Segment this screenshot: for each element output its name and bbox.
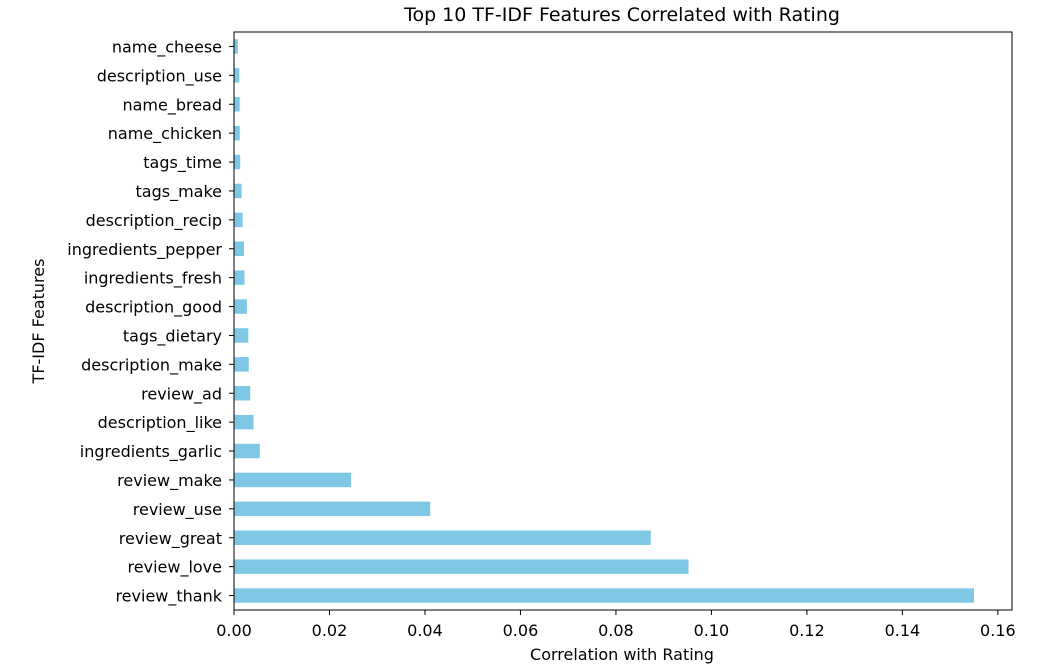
bar-review_use: [234, 501, 431, 517]
y-tick-label: ingredients_garlic: [80, 442, 222, 462]
y-tick-label: ingredients_fresh: [84, 269, 222, 289]
x-tick-label: 0.14: [885, 621, 921, 640]
bar-review_love: [234, 559, 689, 574]
bar-description_like: [234, 414, 254, 430]
bar-name_chicken: [234, 125, 240, 141]
bar-ingredients_pepper: [234, 241, 245, 256]
bar-name_cheese: [234, 39, 238, 54]
y-tick-label: description_make: [81, 355, 222, 375]
bar-review_make: [234, 472, 351, 488]
y-tick-label: ingredients_pepper: [67, 240, 222, 260]
bar-review_great: [234, 530, 651, 545]
bar-tags_make: [234, 183, 242, 199]
y-tick-label: name_cheese: [112, 37, 222, 57]
y-axis-label: TF-IDF Features: [29, 259, 48, 385]
y-tick-label: review_thank: [115, 587, 222, 607]
chart-title: Top 10 TF-IDF Features Correlated with R…: [403, 4, 840, 26]
x-tick-label: 0.00: [216, 621, 252, 640]
y-tick-label: review_use: [133, 500, 222, 520]
bar-description_make: [234, 357, 249, 372]
y-tick-label: description_like: [98, 413, 222, 433]
bar-ingredients_fresh: [234, 270, 245, 285]
x-tick-label: 0.02: [312, 621, 348, 640]
bar-tags_time: [234, 154, 241, 170]
x-tick-label: 0.16: [980, 621, 1016, 640]
x-tick-label: 0.04: [407, 621, 443, 640]
y-tick-label: tags_time: [143, 153, 222, 173]
y-tick-label: tags_dietary: [123, 326, 222, 346]
bar-tags_dietary: [234, 328, 249, 343]
y-tick-label: review_make: [117, 471, 222, 491]
x-axis: 0.00 0.02 0.04 0.06 0.08 0.10 0.12 0.14 0.16: [216, 610, 1016, 640]
bar-description_recip: [234, 212, 243, 228]
y-axis: review_thank review_love review_great revie…: [67, 37, 234, 607]
y-tick-label: review_great: [119, 529, 222, 549]
x-tick-label: 0.08: [598, 621, 634, 640]
x-tick-label: 0.10: [694, 621, 730, 640]
bar-ingredients_garlic: [234, 443, 260, 459]
y-tick-label: name_chicken: [108, 124, 222, 144]
bars-group: [234, 39, 974, 603]
y-tick-label: name_bread: [122, 95, 222, 115]
y-tick-label: description_use: [97, 66, 222, 86]
bar-description_use: [234, 68, 240, 83]
bar-review_thank: [234, 588, 974, 603]
y-tick-label: tags_make: [136, 182, 223, 202]
bar-description_good: [234, 299, 247, 314]
y-tick-label: description_recip: [86, 211, 222, 231]
x-tick-label: 0.12: [789, 621, 825, 640]
plot-frame: [233, 31, 1013, 611]
x-tick-label: 0.06: [503, 621, 539, 640]
bar-review_ad: [234, 386, 251, 401]
bar-name_bread: [234, 97, 240, 112]
y-tick-label: review_ad: [141, 384, 222, 404]
y-tick-label: review_love: [128, 558, 222, 578]
x-axis-label: Correlation with Rating: [530, 645, 714, 664]
y-tick-label: description_good: [85, 298, 222, 318]
